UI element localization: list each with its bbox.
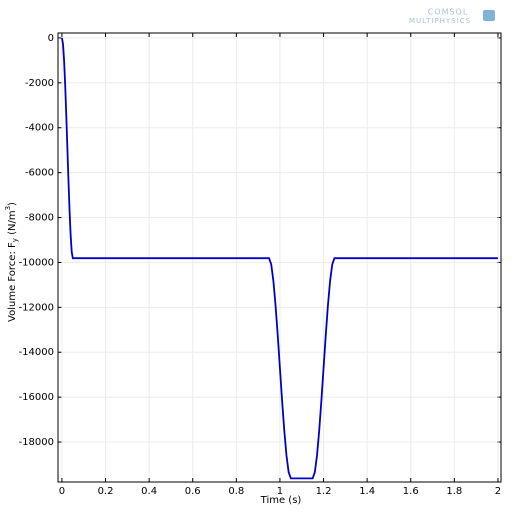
x-tick-label: 1.6 xyxy=(403,486,419,497)
y-label-sup: 3 xyxy=(4,206,12,210)
plot-frame xyxy=(57,32,502,483)
x-tick-label: 0.4 xyxy=(141,486,157,497)
y-label-part: Volume Force: F xyxy=(7,242,18,322)
y-tick-label: -4000 xyxy=(25,123,54,134)
x-tick-label: 2 xyxy=(495,486,501,497)
y-tick-label: -14000 xyxy=(19,347,54,358)
y-tick-label: -10000 xyxy=(19,257,54,268)
y-tick-label: -8000 xyxy=(25,213,54,224)
x-axis-label: Time (s) xyxy=(260,495,302,506)
x-tick-label: 1.4 xyxy=(359,486,375,497)
y-tick-label: -2000 xyxy=(25,78,54,89)
y-tick-label: -6000 xyxy=(25,168,54,179)
logo-icon xyxy=(483,10,495,21)
y-tick-label: -12000 xyxy=(19,302,54,313)
x-tick-label: 0.2 xyxy=(98,486,114,497)
x-tick-label: 1.2 xyxy=(316,486,332,497)
y-tick-label: -16000 xyxy=(19,392,54,403)
y-label-sub: y xyxy=(11,238,19,242)
y-axis-label: Volume Force: Fy (N/m3) xyxy=(4,202,19,322)
x-tick-label: 1.8 xyxy=(446,486,462,497)
logo-text: COMSOL xyxy=(428,8,469,17)
x-tick-label: 0 xyxy=(59,486,65,497)
y-tick-label: -18000 xyxy=(19,437,54,448)
x-tick-label: 0.6 xyxy=(185,486,201,497)
y-label-part: (N/m xyxy=(7,210,18,238)
data-line xyxy=(61,37,498,480)
x-tick-label: 1 xyxy=(277,486,283,497)
y-tick-label: 0 xyxy=(48,33,54,44)
x-tick-label: 0.8 xyxy=(228,486,244,497)
logo-text: MULTIPHYSICS xyxy=(409,17,471,25)
y-label-part: ) xyxy=(7,202,18,206)
